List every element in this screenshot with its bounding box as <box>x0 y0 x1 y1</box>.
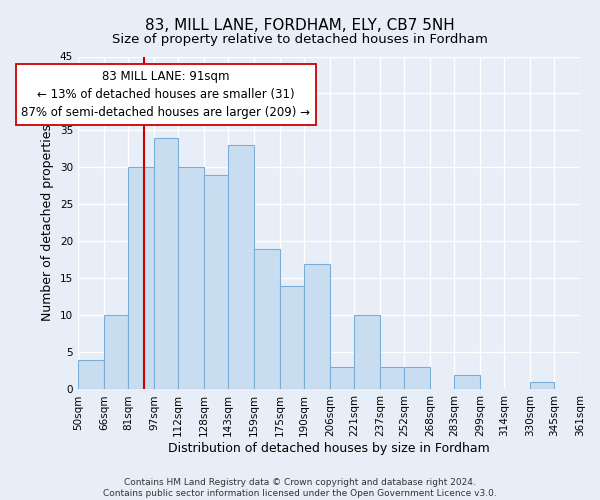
Bar <box>380 368 404 390</box>
Text: Size of property relative to detached houses in Fordham: Size of property relative to detached ho… <box>112 32 488 46</box>
Bar <box>254 249 280 390</box>
Text: Contains HM Land Registry data © Crown copyright and database right 2024.
Contai: Contains HM Land Registry data © Crown c… <box>103 478 497 498</box>
Bar <box>530 382 554 390</box>
Bar <box>354 316 380 390</box>
Bar <box>330 368 354 390</box>
Text: 83, MILL LANE, FORDHAM, ELY, CB7 5NH: 83, MILL LANE, FORDHAM, ELY, CB7 5NH <box>145 18 455 32</box>
Y-axis label: Number of detached properties: Number of detached properties <box>41 124 55 322</box>
Bar <box>404 368 430 390</box>
Bar <box>154 138 178 390</box>
X-axis label: Distribution of detached houses by size in Fordham: Distribution of detached houses by size … <box>168 442 490 455</box>
Bar <box>178 168 204 390</box>
Bar <box>128 168 154 390</box>
Bar <box>78 360 104 390</box>
Bar <box>104 316 128 390</box>
Bar <box>454 374 480 390</box>
Bar <box>204 175 228 390</box>
Text: 83 MILL LANE: 91sqm
← 13% of detached houses are smaller (31)
87% of semi-detach: 83 MILL LANE: 91sqm ← 13% of detached ho… <box>22 70 310 119</box>
Bar <box>280 286 304 390</box>
Bar <box>228 146 254 390</box>
Bar <box>304 264 330 390</box>
